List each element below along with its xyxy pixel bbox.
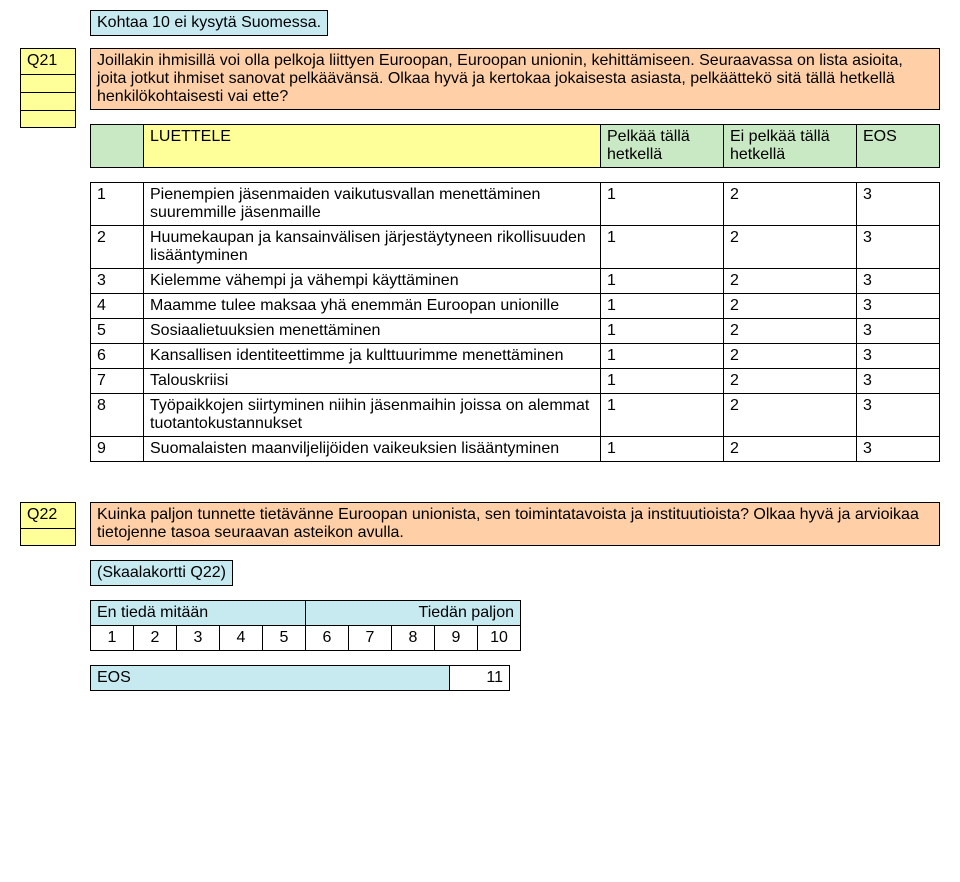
item-value: 3 [857, 294, 940, 319]
item-value: 3 [857, 226, 940, 269]
item-value: 2 [724, 294, 857, 319]
item-value: 3 [857, 269, 940, 294]
scale-left: En tiedä mitään [91, 601, 306, 626]
item-value: 3 [857, 394, 940, 437]
q22-card: (Skaalakortti Q22) [90, 560, 233, 586]
scale-cell: 4 [220, 626, 263, 651]
item-text: Suomalaisten maanviljelijöiden vaikeuksi… [144, 437, 601, 462]
scale-cell: 8 [392, 626, 435, 651]
item-number: 7 [91, 369, 144, 394]
item-value: 2 [724, 226, 857, 269]
q21-label: Q21 [20, 48, 76, 74]
item-text: Talouskriisi [144, 369, 601, 394]
col1-header: Pelkää tällä hetkellä [601, 125, 724, 168]
scale-cell: 6 [306, 626, 349, 651]
item-value: 3 [857, 344, 940, 369]
scale-cell: 9 [435, 626, 478, 651]
eos-label: EOS [90, 665, 450, 691]
item-number: 6 [91, 344, 144, 369]
col2-header: Ei pelkää tällä hetkellä [724, 125, 857, 168]
table-row: 1Pienempien jäsenmaiden vaikutusvallan m… [91, 183, 940, 226]
item-value: 2 [724, 394, 857, 437]
table-row: 4Maamme tulee maksaa yhä enemmän Euroopa… [91, 294, 940, 319]
item-value: 2 [724, 437, 857, 462]
item-value: 1 [601, 437, 724, 462]
item-value: 1 [601, 269, 724, 294]
item-value: 2 [724, 344, 857, 369]
item-text: Työpaikkojen siirtyminen niihin jäsenmai… [144, 394, 601, 437]
item-number: 3 [91, 269, 144, 294]
item-value: 1 [601, 294, 724, 319]
item-value: 3 [857, 183, 940, 226]
note-row: Kohtaa 10 ei kysytä Suomessa. [20, 10, 940, 36]
item-text: Sosiaalietuuksien menettäminen [144, 319, 601, 344]
item-value: 1 [601, 226, 724, 269]
item-value: 1 [601, 319, 724, 344]
q21-row: Q21 Joillakin ihmisillä voi olla pelkoja… [20, 48, 940, 462]
q21-intro: Joillakin ihmisillä voi olla pelkoja lii… [90, 48, 940, 110]
table-row: 8Työpaikkojen siirtyminen niihin jäsenma… [91, 394, 940, 437]
q21-header-table: LUETTELE Pelkää tällä hetkellä Ei pelkää… [90, 124, 940, 168]
item-number: 4 [91, 294, 144, 319]
scale-cell: 7 [349, 626, 392, 651]
item-text: Maamme tulee maksaa yhä enemmän Euroopan… [144, 294, 601, 319]
q22-row: Q22 Kuinka paljon tunnette tietävänne Eu… [20, 502, 940, 691]
item-value: 1 [601, 369, 724, 394]
item-value: 3 [857, 437, 940, 462]
table-row: 9Suomalaisten maanviljelijöiden vaikeuks… [91, 437, 940, 462]
item-value: 3 [857, 319, 940, 344]
scale-cell: 3 [177, 626, 220, 651]
item-value: 1 [601, 344, 724, 369]
item-value: 2 [724, 319, 857, 344]
scale-cell: 2 [134, 626, 177, 651]
scale-cell: 1 [91, 626, 134, 651]
item-value: 1 [601, 183, 724, 226]
eos-value: 11 [450, 665, 510, 691]
scale-values-row: 12345678910 [91, 626, 521, 651]
item-text: Kielemme vähempi ja vähempi käyttäminen [144, 269, 601, 294]
q22-label-stack: Q22 [20, 502, 90, 546]
scale-cell: 5 [263, 626, 306, 651]
col3-header: EOS [857, 125, 940, 168]
eos-row: EOS 11 [90, 665, 940, 691]
item-number: 2 [91, 226, 144, 269]
scale-right: Tiedän paljon [306, 601, 521, 626]
table-row: 5Sosiaalietuuksien menettäminen123 [91, 319, 940, 344]
luettele-cell: LUETTELE [144, 125, 601, 168]
scale-cell: 10 [478, 626, 521, 651]
note-box: Kohtaa 10 ei kysytä Suomessa. [90, 10, 328, 36]
item-value: 2 [724, 183, 857, 226]
q22-intro: Kuinka paljon tunnette tietävänne Euroop… [90, 502, 940, 546]
item-number: 1 [91, 183, 144, 226]
item-value: 3 [857, 369, 940, 394]
item-value: 2 [724, 369, 857, 394]
item-value: 2 [724, 269, 857, 294]
table-row: 7Talouskriisi123 [91, 369, 940, 394]
q21-items-table: 1Pienempien jäsenmaiden vaikutusvallan m… [90, 182, 940, 462]
item-number: 8 [91, 394, 144, 437]
item-text: Kansallisen identiteettimme ja kulttuuri… [144, 344, 601, 369]
item-number: 5 [91, 319, 144, 344]
table-row: 6Kansallisen identiteettimme ja kulttuur… [91, 344, 940, 369]
q21-label-stack: Q21 [20, 48, 90, 128]
item-number: 9 [91, 437, 144, 462]
q22-scale-table: En tiedä mitään Tiedän paljon 1234567891… [90, 600, 521, 651]
table-row: 3Kielemme vähempi ja vähempi käyttäminen… [91, 269, 940, 294]
table-row: 2Huumekaupan ja kansainvälisen järjestäy… [91, 226, 940, 269]
item-text: Huumekaupan ja kansainvälisen järjestäyt… [144, 226, 601, 269]
q22-label: Q22 [20, 502, 76, 528]
item-text: Pienempien jäsenmaiden vaikutusvallan me… [144, 183, 601, 226]
item-value: 1 [601, 394, 724, 437]
